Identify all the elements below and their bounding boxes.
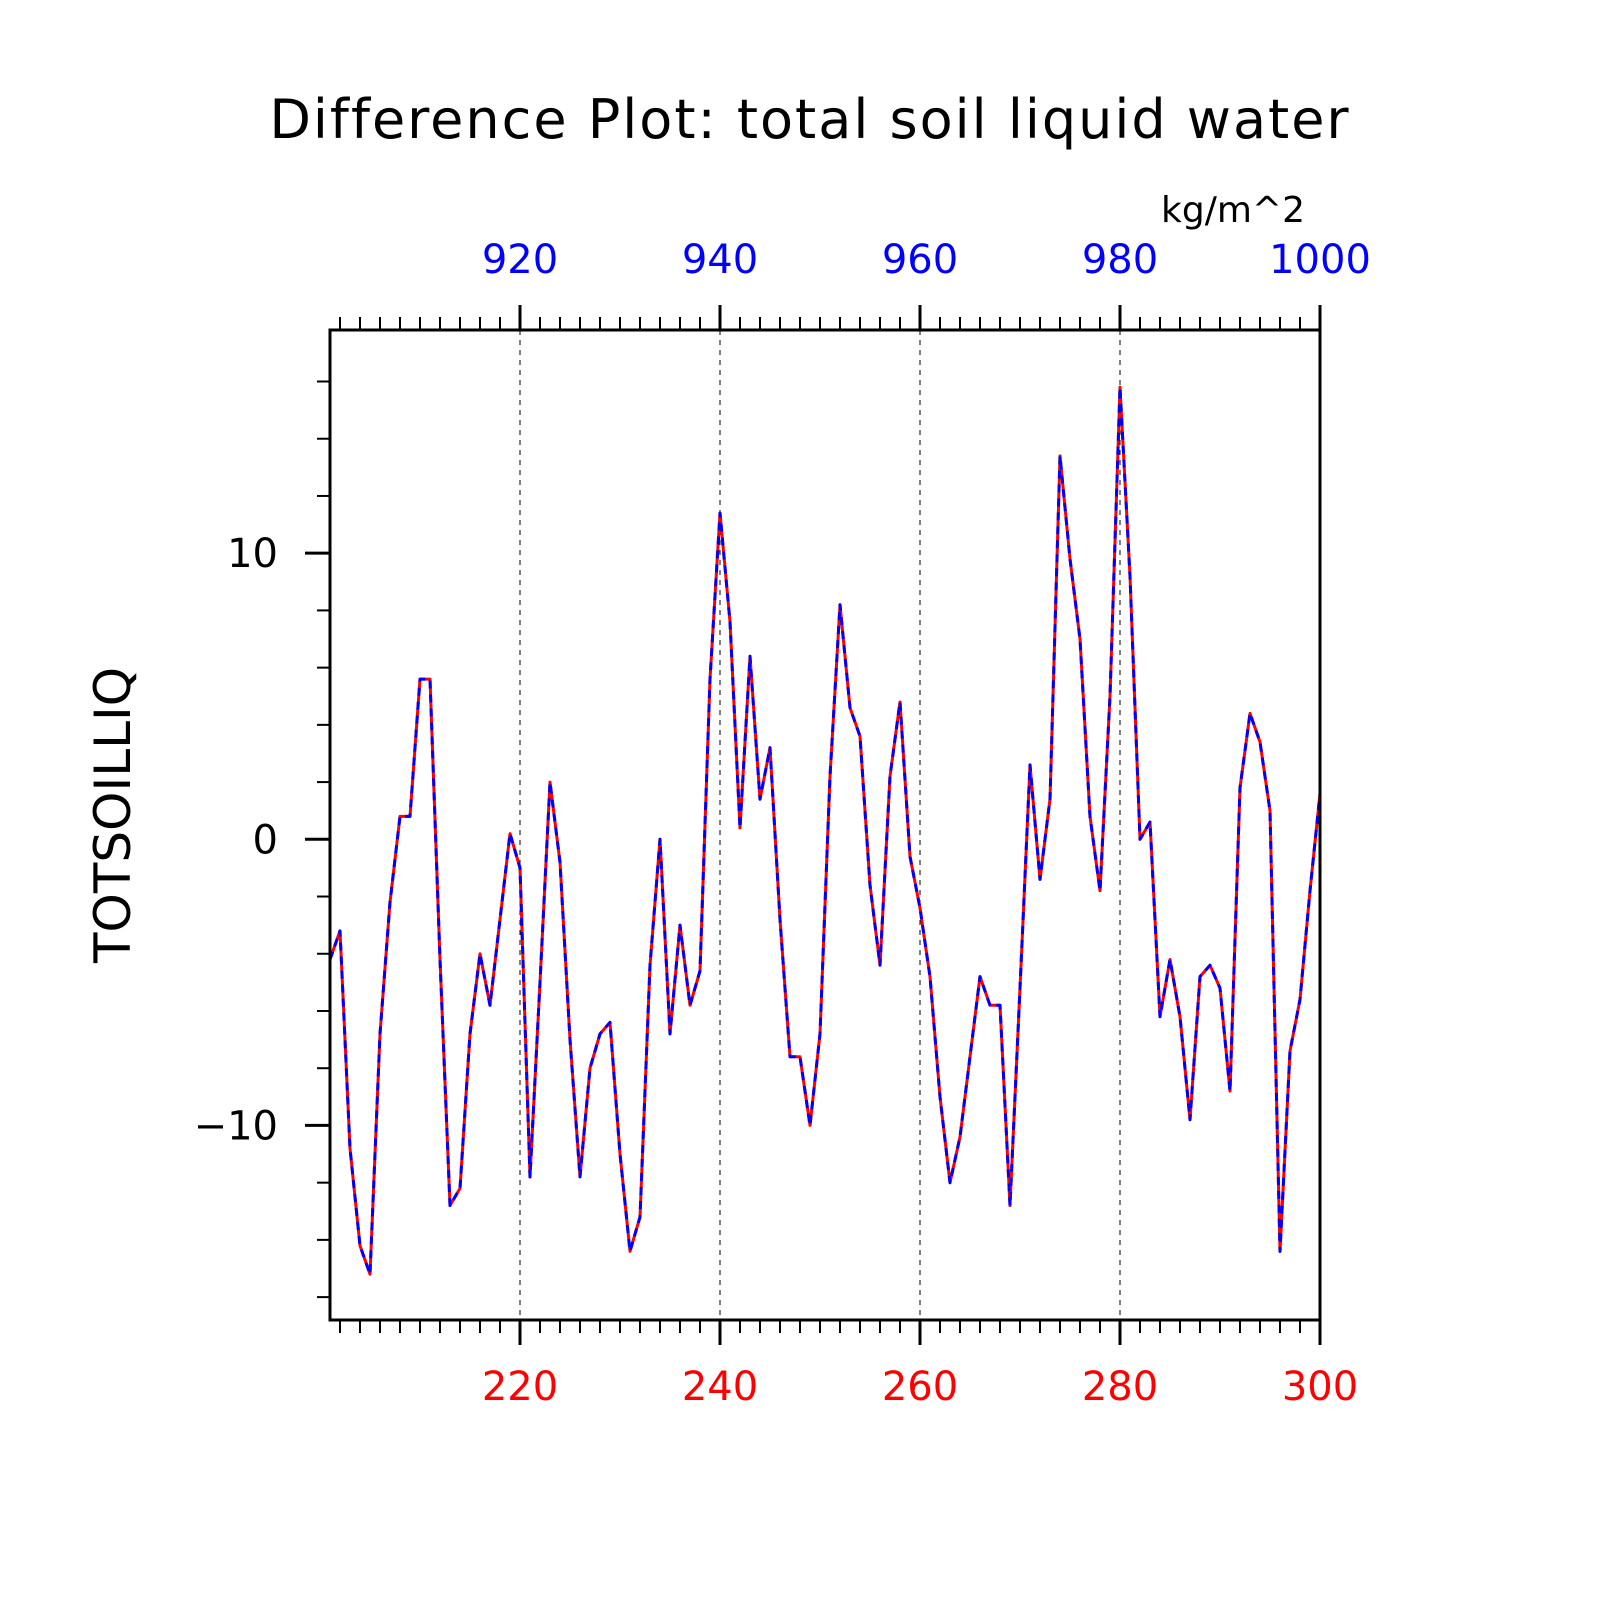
bottom-tick-label-220: 220	[482, 1364, 558, 1410]
series-lines	[328, 385, 1322, 1276]
top-tick-label-920: 920	[482, 237, 558, 283]
top-tick-label-1000: 1000	[1269, 237, 1371, 283]
tick-labels: 220 920 240 940 260 960 280 980 300 1000 10 0 −10	[194, 237, 1371, 1410]
left-tick-label--10: −10	[194, 1103, 278, 1149]
bottom-tick-label-240: 240	[682, 1364, 758, 1410]
grid-lines	[519, 330, 1121, 1320]
series-line-blue	[328, 385, 1322, 1276]
units-label: kg/m^2	[1161, 190, 1305, 231]
series-line-red	[328, 385, 1322, 1276]
left-tick-label-0: 0	[253, 817, 278, 863]
top-tick-label-940: 940	[682, 237, 758, 283]
bottom-tick-label-280: 280	[1082, 1364, 1158, 1410]
plot-frame	[328, 328, 1322, 1322]
bottom-tick-label-300: 300	[1282, 1364, 1358, 1410]
left-tick-label-10: 10	[227, 531, 278, 577]
y-axis-label: TOTSOILLIQ	[84, 667, 142, 964]
chart-title: Difference Plot: total soil liquid water	[269, 88, 1350, 151]
axis-ticks	[305, 305, 1322, 1345]
top-tick-label-980: 980	[1082, 237, 1158, 283]
top-tick-label-960: 960	[882, 237, 958, 283]
bottom-tick-label-260: 260	[882, 1364, 958, 1410]
